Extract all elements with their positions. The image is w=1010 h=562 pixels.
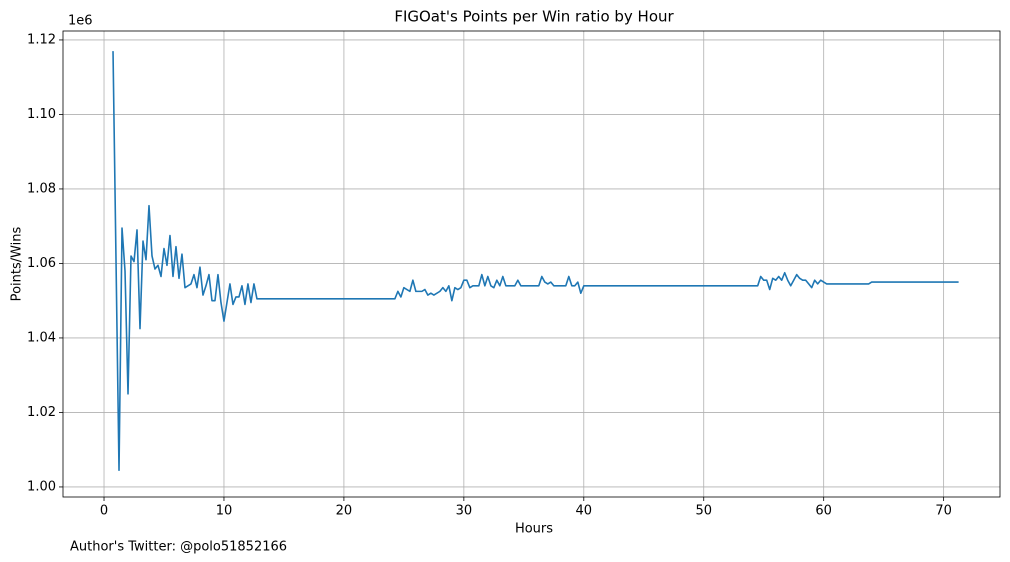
y-tick-label: 1.06 (27, 256, 56, 271)
y-tick-label: 1.02 (27, 405, 56, 420)
x-tick-label: 60 (815, 504, 832, 519)
y-tick-label: 1.08 (27, 181, 56, 196)
x-tick-label: 50 (695, 504, 712, 519)
x-tick-label: 20 (336, 504, 353, 519)
caption: Author's Twitter: @polo51852166 (70, 540, 287, 555)
x-axis-label: Hours (515, 522, 553, 537)
chart-title: FIGOat's Points per Win ratio by Hour (394, 8, 674, 26)
y-offset-label: 1e6 (68, 14, 93, 29)
y-tick-label: 1.12 (27, 32, 56, 47)
x-tick-label: 10 (216, 504, 233, 519)
x-tick-label: 40 (576, 504, 593, 519)
data-line (112, 51, 959, 471)
y-tick-label: 1.04 (27, 330, 56, 345)
y-tick-label: 1.00 (27, 479, 56, 494)
y-axis-label: Points/Wins (10, 226, 25, 301)
plot-frame (62, 30, 1001, 498)
x-tick-label: 30 (456, 504, 473, 519)
x-tick-label: 70 (935, 504, 952, 519)
y-tick-label: 1.10 (27, 107, 56, 122)
x-tick-label: 0 (100, 504, 108, 519)
